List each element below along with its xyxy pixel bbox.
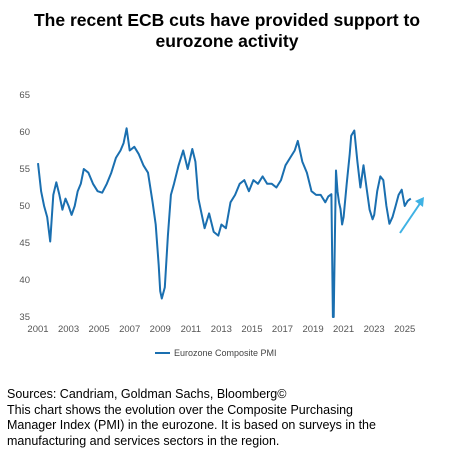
x-tick-label-2025: 2025 — [394, 324, 415, 335]
description-line-1: This chart shows the evolution over the … — [7, 402, 354, 417]
x-tick-label-2019: 2019 — [302, 324, 323, 335]
chart-notes: Sources: Candriam, Goldman Sachs, Bloomb… — [7, 387, 451, 449]
y-tick-label-35: 35 — [19, 312, 30, 323]
x-tick-label-2005: 2005 — [89, 324, 110, 335]
x-tick-label-2007: 2007 — [119, 324, 140, 335]
trend-arrow — [399, 197, 424, 234]
description-line-2: Manager Index (PMI) in the eurozone. It … — [7, 418, 376, 432]
x-tick-label-2013: 2013 — [211, 324, 232, 335]
x-tick-label-2017: 2017 — [272, 324, 293, 335]
y-tick-label-65: 65 — [19, 90, 30, 101]
trend-arrow-shaft — [399, 201, 422, 234]
x-axis-ticks: 2001 2003 2005 2007 2009 2011 2013 2015 2017 2019… — [27, 324, 415, 335]
chart-legend: Eurozone Composite PMI — [155, 348, 277, 358]
series-line-eurozone-composite-pmi — [37, 127, 412, 318]
x-tick-label-2003: 2003 — [58, 324, 79, 335]
x-tick-label-2021: 2021 — [333, 324, 354, 335]
chart-title-line-2: eurozone activity — [155, 31, 299, 51]
y-axis-ticks: 65 60 55 50 45 40 35 — [19, 90, 30, 323]
y-tick-label-60: 60 — [19, 127, 30, 138]
legend-label: Eurozone Composite PMI — [174, 348, 277, 358]
x-tick-label-2023: 2023 — [364, 324, 385, 335]
source-note: Sources: Candriam, Goldman Sachs, Bloomb… — [7, 387, 287, 401]
x-tick-label-2001: 2001 — [27, 324, 48, 335]
chart-title: The recent ECB cuts have provided suppor… — [0, 10, 454, 52]
y-tick-label-55: 55 — [19, 164, 30, 175]
y-tick-label-40: 40 — [19, 275, 30, 286]
x-tick-label-2015: 2015 — [241, 324, 262, 335]
x-tick-label-2011: 2011 — [181, 324, 201, 335]
y-tick-label-50: 50 — [19, 201, 30, 212]
y-tick-label-45: 45 — [19, 238, 30, 249]
x-tick-label-2009: 2009 — [150, 324, 171, 335]
trend-arrow-head — [415, 197, 424, 207]
description-line-3: manufacturing and services sectors in th… — [7, 433, 280, 448]
chart-title-line-1: The recent ECB cuts have provided suppor… — [33, 10, 421, 30]
